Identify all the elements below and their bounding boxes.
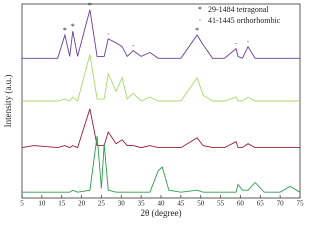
x-tick-label: 5 — [20, 200, 24, 208]
peak-marker: * — [63, 26, 67, 35]
x-tick-label: 50 — [197, 200, 205, 208]
peak-marker: * — [71, 22, 75, 31]
chart: 2θ (degree) Intensity (a.u.) 5 10 15 20 25 30… — [3, 1, 305, 218]
legend-label: 41-1445 orthorhombic — [208, 16, 281, 25]
x-tick-label: 55 — [217, 200, 225, 208]
legend-label: 29-1484 tetragonal — [208, 5, 269, 14]
x-tick-label: 10 — [38, 200, 46, 208]
peak-marker: * — [88, 1, 92, 10]
legend-symbol: * — [198, 5, 202, 14]
peak-marker: * — [195, 26, 199, 35]
y-axis-label: Intensity (a.u.) — [3, 75, 13, 128]
x-tick-label: 15 — [58, 200, 66, 208]
x-axis-label: 2θ (degree) — [140, 208, 181, 218]
peak-marker: · — [107, 30, 110, 39]
series-line — [21, 108, 300, 149]
x-tick-label: 40 — [158, 200, 166, 208]
series-line — [22, 9, 300, 59]
x-tick-label: 45 — [177, 200, 185, 208]
x-tick-label: 65 — [257, 200, 265, 208]
x-tick-label: 35 — [138, 200, 146, 208]
x-tick-label: 30 — [118, 200, 126, 208]
series-line — [22, 135, 301, 193]
x-tick-label: 60 — [237, 200, 245, 208]
legend-symbol: · — [199, 16, 202, 25]
x-tick-label: 75 — [297, 200, 305, 208]
series-line — [22, 54, 300, 102]
peak-marker: · — [132, 42, 135, 51]
x-tick-label: 20 — [78, 200, 86, 208]
peak-marker: · — [247, 38, 250, 47]
x-tick-label: 25 — [98, 200, 106, 208]
x-tick-label: 70 — [277, 200, 285, 208]
peak-marker: · — [235, 40, 238, 49]
